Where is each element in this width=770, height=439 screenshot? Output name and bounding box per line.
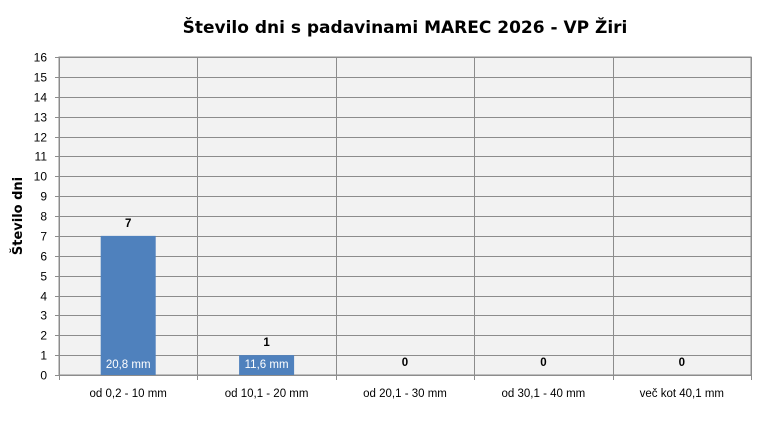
bar [239, 355, 295, 375]
grid-lines [55, 57, 752, 380]
bar-value-label: 0 [540, 357, 546, 369]
bar-value-label: 7 [125, 218, 131, 230]
y-tick-label: 14 [34, 91, 48, 105]
y-tick-label: 3 [40, 309, 47, 323]
x-category-label: od 30,1 - 40 mm [502, 388, 586, 400]
y-tick-label: 13 [34, 111, 48, 125]
y-tick-label: 11 [35, 150, 48, 164]
bars: 7 20,8 mm 1 11,6 mm 0 0 0 [100, 218, 685, 375]
y-tick-label: 10 [34, 170, 48, 184]
bar [100, 235, 156, 375]
y-tick-label: 9 [40, 190, 47, 204]
y-tick-label: 8 [40, 210, 47, 224]
y-tick-label: 16 [34, 51, 48, 65]
y-tick-label: 2 [40, 329, 47, 343]
bar-value-label: 0 [679, 357, 685, 369]
y-tick-label: 12 [34, 131, 48, 145]
x-category-label: od 20,1 - 30 mm [363, 388, 447, 400]
bar-amount-label: 20,8 mm [106, 359, 151, 371]
x-category-label: od 10,1 - 20 mm [225, 388, 309, 400]
x-category-label: več kot 40,1 mm [640, 388, 724, 400]
bar-value-label: 1 [263, 337, 270, 349]
y-tick-label: 1 [40, 349, 47, 363]
x-axis-labels: od 0,2 - 10 mm od 10,1 - 20 mm od 20,1 - 3… [90, 388, 724, 400]
y-tick-label: 5 [40, 270, 47, 284]
x-category-label: od 0,2 - 10 mm [90, 388, 167, 400]
y-tick-label: 0 [40, 369, 47, 383]
y-tick-label: 6 [40, 250, 47, 264]
y-tick-label: 4 [40, 290, 47, 304]
y-axis-label: Število dni [10, 177, 26, 255]
bar-amount-label: 11,6 mm [245, 359, 289, 371]
y-tick-label: 7 [40, 230, 47, 244]
bar-value-label: 0 [402, 357, 408, 369]
y-tick-label: 15 [34, 71, 48, 85]
chart-title: Število dni s padavinami MAREC 2026 - VP… [183, 16, 628, 38]
